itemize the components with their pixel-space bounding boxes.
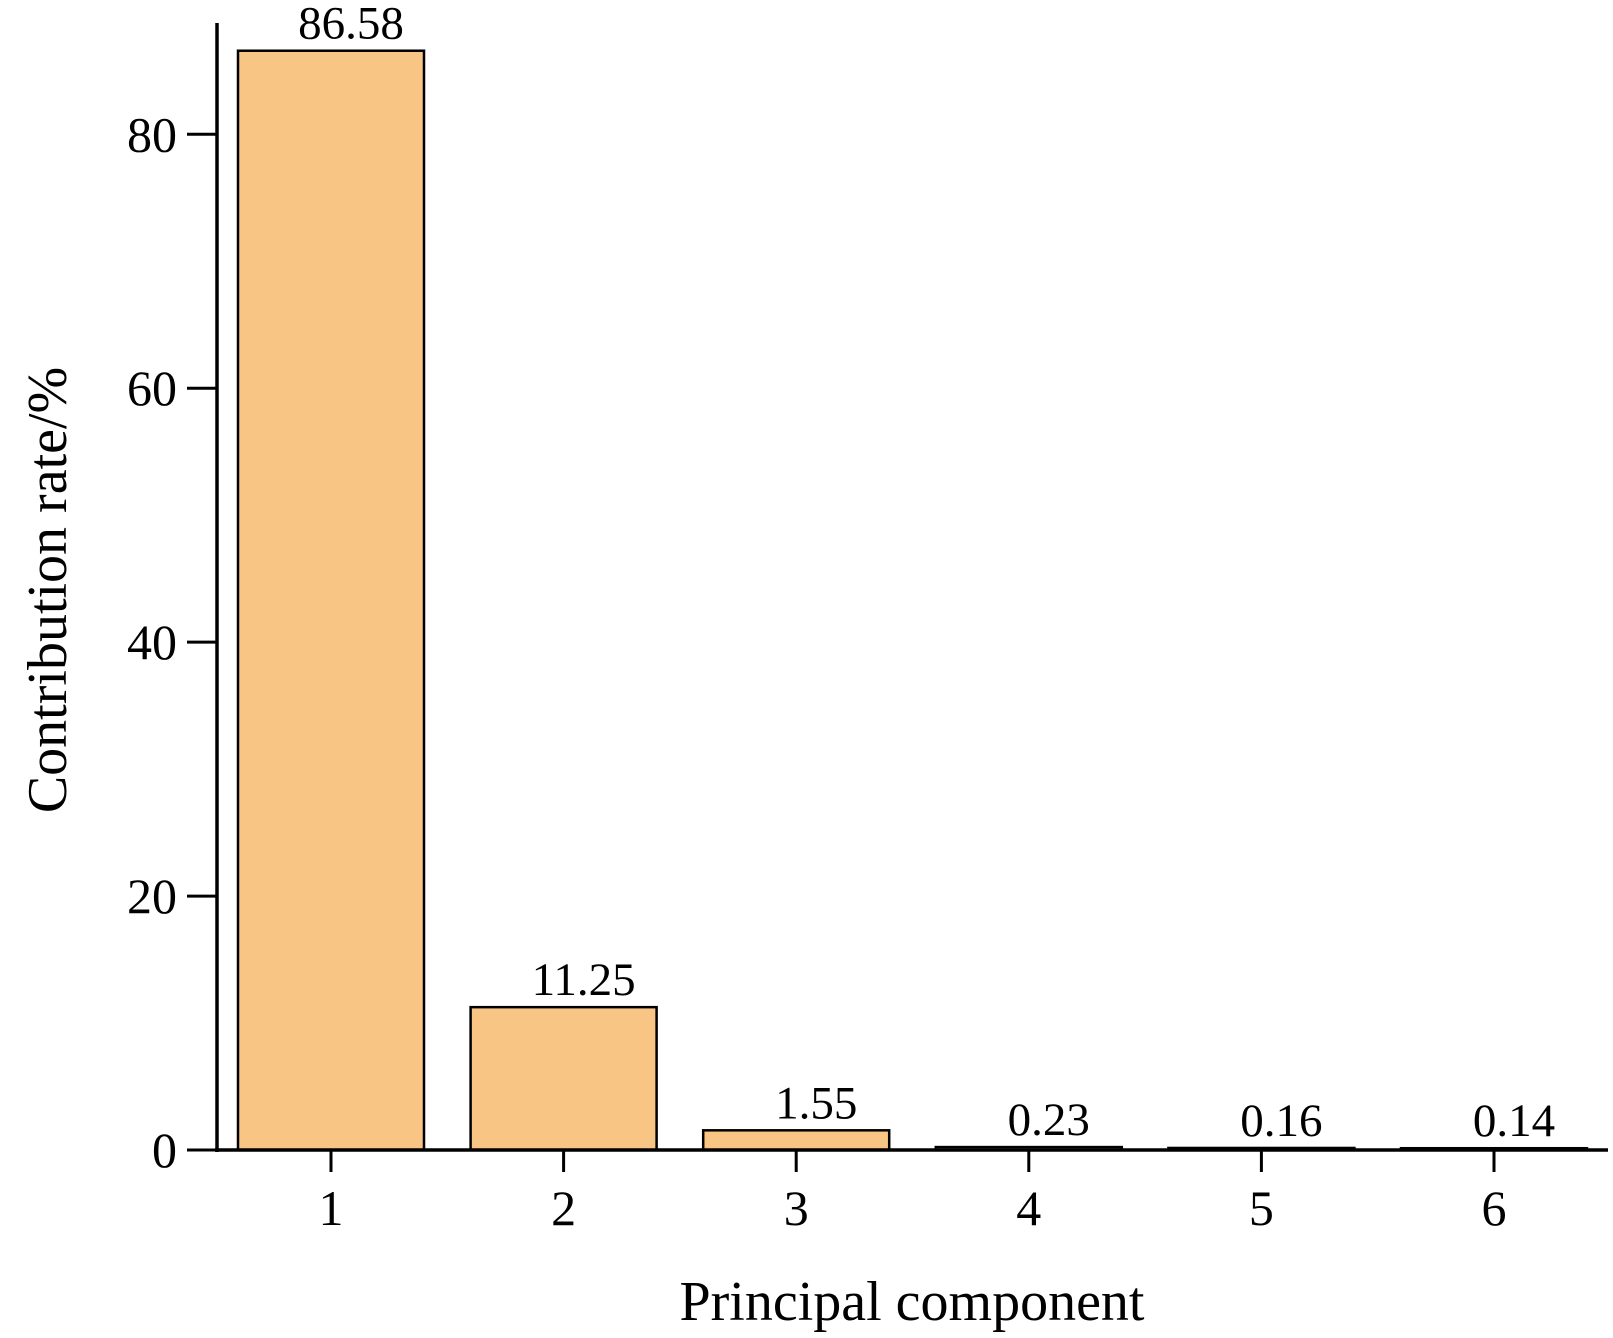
x-tick-label-3: 3 [784,1180,809,1236]
x-tick-label-5: 5 [1249,1180,1274,1236]
data-label-5: 0.16 [1240,1095,1322,1147]
x-tick-label-2: 2 [551,1180,576,1236]
x-tick-label-4: 4 [1016,1180,1041,1236]
data-label-3: 1.55 [775,1077,857,1129]
x-tick-label-6: 6 [1482,1180,1507,1236]
data-label-1: 86.58 [298,0,404,50]
bar-2 [469,1005,658,1152]
data-label-2: 11.25 [532,954,636,1006]
y-axis-title: Contribution rate/% [17,367,79,813]
x-axis: 1 2 3 4 5 6 [215,1148,1608,1236]
bar-1 [236,49,426,1152]
bars-layer [236,49,1589,1152]
x-axis-title: Principal component [679,1271,1144,1333]
y-tick-label-80: 80 [127,106,177,162]
y-axis: 0 20 40 60 80 [127,23,219,1178]
bar-3 [701,1129,891,1152]
data-label-6: 0.14 [1473,1095,1555,1147]
y-tick-label-40: 40 [127,614,177,670]
y-tick-label-60: 60 [127,360,177,416]
x-tick-label-1: 1 [319,1180,344,1236]
y-tick-label-0: 0 [152,1122,177,1178]
data-labels-layer: 86.58 11.25 1.55 0.23 0.16 0.14 [298,0,1555,1147]
data-label-4: 0.23 [1008,1094,1090,1146]
y-tick-label-20: 20 [127,868,177,924]
